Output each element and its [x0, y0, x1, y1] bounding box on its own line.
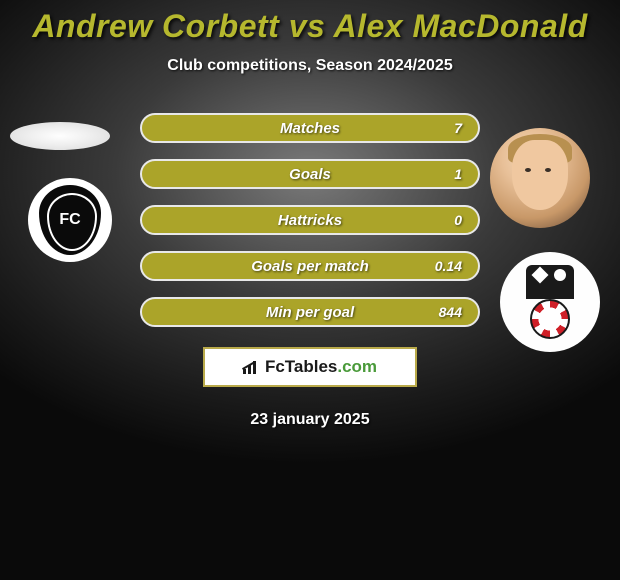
- stat-row-mpg: Min per goal 844: [140, 297, 480, 327]
- player-left-club-badge: FC: [28, 178, 112, 262]
- stat-row-goals: Goals 1: [140, 159, 480, 189]
- player-right-avatar: [490, 128, 590, 228]
- club-initials: FC: [59, 211, 80, 229]
- brand-text: FcTables.com: [265, 357, 377, 377]
- brand-name: FcTables: [265, 357, 337, 376]
- player-right-club-badge: [500, 252, 600, 352]
- content-wrapper: Andrew Corbett vs Alex MacDonald Club co…: [0, 0, 620, 580]
- stat-label: Goals: [289, 166, 331, 183]
- badge-top: [526, 265, 574, 299]
- avatar-face: [512, 140, 568, 210]
- page-title: Andrew Corbett vs Alex MacDonald: [0, 8, 620, 45]
- club-badge-icon: [520, 265, 580, 339]
- stat-value-right: 0.14: [435, 258, 462, 274]
- brand-attribution[interactable]: FcTables.com: [203, 347, 417, 387]
- player-left-avatar: [10, 122, 110, 150]
- badge-ball-icon: [530, 299, 570, 339]
- stat-label: Min per goal: [266, 304, 354, 321]
- stat-value-right: 844: [439, 304, 462, 320]
- stat-row-gpm: Goals per match 0.14: [140, 251, 480, 281]
- stat-value-right: 7: [454, 120, 462, 136]
- stat-value-right: 1: [454, 166, 462, 182]
- date-text: 23 january 2025: [0, 411, 620, 429]
- stat-label: Hattricks: [278, 212, 342, 229]
- stat-row-hattricks: Hattricks 0: [140, 205, 480, 235]
- avatar-eye: [525, 168, 531, 172]
- subtitle: Club competitions, Season 2024/2025: [0, 57, 620, 75]
- stat-value-right: 0: [454, 212, 462, 228]
- stat-label: Matches: [280, 120, 340, 137]
- brand-chart-icon: [243, 360, 261, 374]
- stat-label: Goals per match: [251, 258, 369, 275]
- avatar-eye: [545, 168, 551, 172]
- club-shield-icon: FC: [39, 185, 101, 255]
- stat-row-matches: Matches 7: [140, 113, 480, 143]
- brand-suffix: .com: [337, 357, 377, 376]
